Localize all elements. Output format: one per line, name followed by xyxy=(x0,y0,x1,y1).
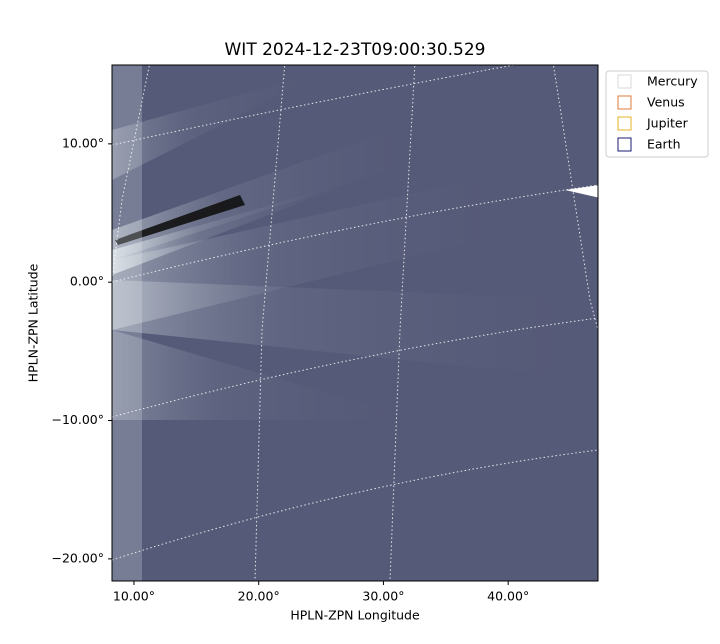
x-tick-label: 30.00° xyxy=(362,589,404,604)
image xyxy=(112,65,598,581)
axes-frame xyxy=(111,64,599,582)
x-tick-label: 40.00° xyxy=(487,589,529,604)
y-axis-label: HPLN-ZPN Latitude xyxy=(26,263,41,382)
legend-swatch xyxy=(617,116,632,131)
legend-label: Venus xyxy=(647,95,685,110)
legend-swatch xyxy=(617,95,632,110)
legend-swatch xyxy=(617,74,632,89)
x-tick-label: 20.00° xyxy=(238,589,280,604)
y-tick-label: 10.00° xyxy=(62,135,104,150)
chart-title: WIT 2024-12-23T09:00:30.529 xyxy=(225,40,486,60)
legend: Mercury Venus Jupiter Earth xyxy=(605,70,709,158)
x-axis-label: HPLN-ZPN Longitude xyxy=(290,608,420,623)
legend-label: Jupiter xyxy=(646,116,689,131)
y-tick-label: −10.00° xyxy=(51,412,104,427)
legend-label: Mercury xyxy=(647,74,698,89)
y-tick-label: 0.00° xyxy=(70,274,104,289)
y-tick-label: −20.00° xyxy=(51,550,104,565)
legend-label: Earth xyxy=(647,137,681,152)
legend-swatch xyxy=(617,137,632,152)
x-tick-label: 10.00° xyxy=(113,589,155,604)
